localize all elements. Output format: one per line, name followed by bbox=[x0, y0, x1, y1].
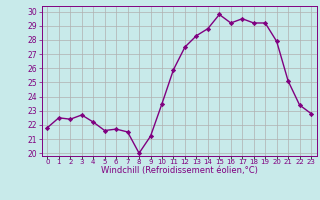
X-axis label: Windchill (Refroidissement éolien,°C): Windchill (Refroidissement éolien,°C) bbox=[101, 166, 258, 175]
